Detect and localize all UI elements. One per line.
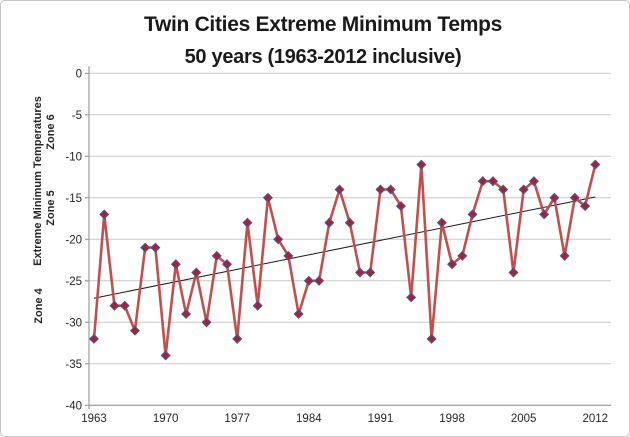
data-point-marker	[539, 209, 550, 220]
data-point-marker	[406, 292, 417, 303]
y-tick-label: -35	[65, 359, 82, 371]
data-point-marker	[518, 184, 529, 195]
data-point-marker	[447, 259, 458, 270]
data-point-marker	[549, 192, 560, 203]
data-point-marker	[324, 217, 335, 228]
y-tick-label: 0	[76, 68, 82, 80]
data-point-marker	[569, 192, 580, 203]
data-point-marker	[314, 275, 325, 286]
data-point-marker	[334, 184, 345, 195]
x-tick-label: 1977	[224, 413, 250, 425]
trend-line	[93, 196, 596, 299]
data-point-marker	[293, 308, 304, 320]
data-point-marker	[232, 333, 243, 344]
data-point-marker	[365, 267, 376, 278]
data-point-marker	[262, 192, 273, 203]
series-line	[92, 163, 597, 357]
data-point-marker	[191, 267, 202, 278]
x-tick-label: 1998	[439, 413, 465, 425]
data-point-marker	[375, 184, 386, 195]
data-point-marker	[395, 201, 406, 212]
data-point-marker	[508, 267, 519, 278]
y-tick-label: -20	[65, 234, 82, 246]
data-point-marker	[426, 333, 437, 344]
data-point-marker	[303, 275, 314, 286]
data-point-marker	[211, 250, 222, 261]
data-point-marker	[436, 217, 447, 228]
data-point-marker	[140, 242, 151, 253]
y-tick-label: -30	[65, 317, 82, 329]
data-point-marker	[160, 350, 171, 361]
data-point-marker	[457, 250, 468, 261]
data-point-marker	[385, 184, 396, 195]
data-point-marker	[150, 242, 161, 253]
data-point-marker	[129, 325, 140, 336]
data-point-marker	[170, 259, 181, 270]
data-point-marker	[119, 300, 130, 311]
x-tick-label: 1963	[81, 413, 107, 425]
y-tick-label: -40	[65, 400, 82, 412]
x-tick-label: 2012	[583, 413, 609, 425]
data-point-marker	[201, 317, 212, 328]
data-point-marker	[590, 159, 601, 170]
y-tick-label: -5	[72, 110, 82, 122]
data-point-marker	[344, 217, 355, 228]
data-point-marker	[283, 250, 294, 261]
chart-title-block: Twin Cities Extreme Minimum Temps 50 yea…	[61, 9, 585, 73]
data-point-marker	[416, 159, 427, 170]
data-point-marker	[528, 176, 539, 187]
data-point-marker	[221, 259, 233, 270]
data-point-marker	[181, 308, 192, 320]
data-point-marker	[354, 267, 366, 278]
chart-subtitle: 50 years (1963-2012 inclusive)	[184, 46, 462, 68]
data-point-marker	[252, 300, 263, 311]
x-tick-label: 1991	[368, 413, 394, 425]
data-point-marker	[477, 176, 488, 187]
data-point-marker	[242, 217, 253, 228]
y-tick-label: -15	[65, 193, 82, 205]
data-point-marker	[109, 300, 120, 311]
data-point-marker	[467, 209, 478, 220]
data-point-marker	[580, 201, 591, 212]
y-tick-label: -25	[65, 276, 82, 288]
x-tick-label: 1970	[153, 413, 179, 425]
data-point-marker	[273, 234, 284, 245]
data-point-marker	[498, 184, 509, 195]
data-point-marker	[99, 209, 110, 220]
data-point-marker	[88, 333, 100, 344]
x-tick-label: 1984	[296, 413, 322, 425]
chart-title: Twin Cities Extreme Minimum Temps	[143, 13, 503, 36]
y-tick-label: -10	[65, 151, 82, 163]
x-tick-label: 2005	[511, 413, 537, 425]
data-point-marker	[559, 250, 570, 261]
data-point-marker	[487, 176, 499, 187]
